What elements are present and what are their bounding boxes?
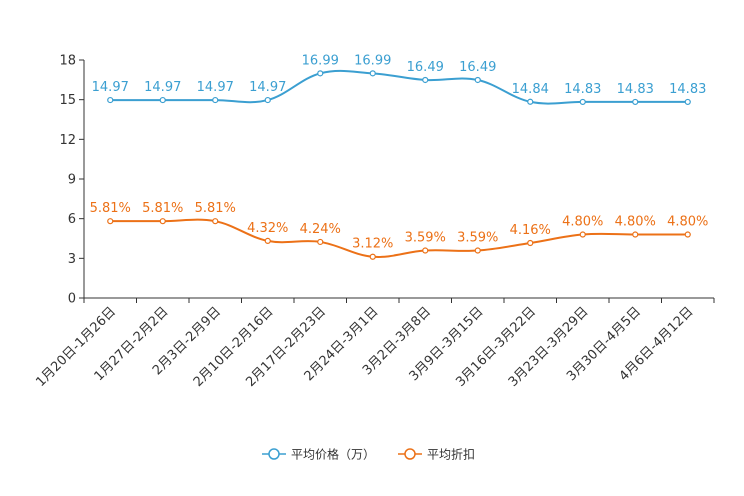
data-label: 5.81% xyxy=(90,201,131,216)
data-label: 4.80% xyxy=(615,215,656,230)
data-label: 14.97 xyxy=(92,80,129,95)
y-tick-label: 12 xyxy=(59,133,76,148)
data-point xyxy=(369,253,376,260)
data-point xyxy=(107,218,114,225)
series-line xyxy=(110,69,688,105)
data-point xyxy=(684,231,691,238)
data-label: 4.80% xyxy=(562,215,603,230)
data-label: 4.16% xyxy=(510,223,551,238)
data-point xyxy=(684,98,691,106)
data-point xyxy=(579,98,586,106)
data-label: 5.81% xyxy=(195,201,236,216)
series-2: 5.81% 5.81% 5.81% 4.32% 4.24% 3.12% 3.59% 3.59%… xyxy=(90,201,708,260)
y-tick-label: 15 xyxy=(59,93,76,108)
data-point xyxy=(264,96,271,104)
data-point xyxy=(159,218,166,225)
legend-marker xyxy=(268,448,280,460)
legend-marker xyxy=(404,448,416,460)
y-tick-label: 6 xyxy=(68,212,76,227)
data-label: 14.97 xyxy=(249,80,286,95)
data-label: 14.83 xyxy=(669,82,706,97)
data-point xyxy=(264,237,271,244)
legend-item-1: 平均价格（万） xyxy=(262,447,375,462)
data-point xyxy=(422,247,429,254)
data-label: 16.49 xyxy=(459,60,496,75)
data-point xyxy=(107,96,114,104)
legend-label: 平均折扣 xyxy=(427,447,475,462)
data-point xyxy=(159,96,166,104)
data-label: 16.99 xyxy=(354,53,391,68)
data-point xyxy=(527,239,534,247)
data-point xyxy=(369,70,376,77)
data-point xyxy=(632,231,639,238)
data-label: 3.12% xyxy=(352,237,393,252)
data-point xyxy=(632,98,639,106)
series-line xyxy=(110,218,688,258)
data-label: 16.99 xyxy=(302,53,339,68)
y-tick-label: 18 xyxy=(59,54,76,69)
data-label: 4.24% xyxy=(300,222,341,237)
data-label: 4.80% xyxy=(667,215,708,230)
data-label: 16.49 xyxy=(407,60,444,75)
data-label: 14.97 xyxy=(197,80,234,95)
data-label: 14.84 xyxy=(512,82,549,97)
y-tick-label: 9 xyxy=(68,173,76,188)
data-point xyxy=(474,76,481,84)
data-point xyxy=(422,76,429,84)
data-label: 4.32% xyxy=(247,221,288,236)
data-label: 3.59% xyxy=(457,231,498,246)
data-label: 5.81% xyxy=(142,201,183,216)
legend-item-2: 平均折扣 xyxy=(398,447,475,462)
data-point xyxy=(317,238,324,246)
y-tick-label: 3 xyxy=(68,252,76,267)
data-point xyxy=(579,231,586,238)
data-point xyxy=(527,98,534,105)
data-point xyxy=(212,96,219,104)
data-label: 14.97 xyxy=(144,80,181,95)
data-label: 3.59% xyxy=(405,231,446,246)
series-1: 14.97 14.97 14.97 14.97 16.99 16.99 16.49 16.49… xyxy=(92,53,706,106)
chart-legend: 平均价格（万） 平均折扣 xyxy=(262,447,475,462)
data-label: 14.83 xyxy=(617,82,654,97)
data-point xyxy=(212,218,219,225)
y-tick-label: 0 xyxy=(68,292,76,307)
data-point xyxy=(317,70,324,77)
data-label: 14.83 xyxy=(564,82,601,97)
chart-series: 14.97 14.97 14.97 14.97 16.99 16.99 16.49 16.49… xyxy=(90,53,708,260)
data-point xyxy=(474,247,481,254)
legend-label: 平均价格（万） xyxy=(291,447,375,462)
